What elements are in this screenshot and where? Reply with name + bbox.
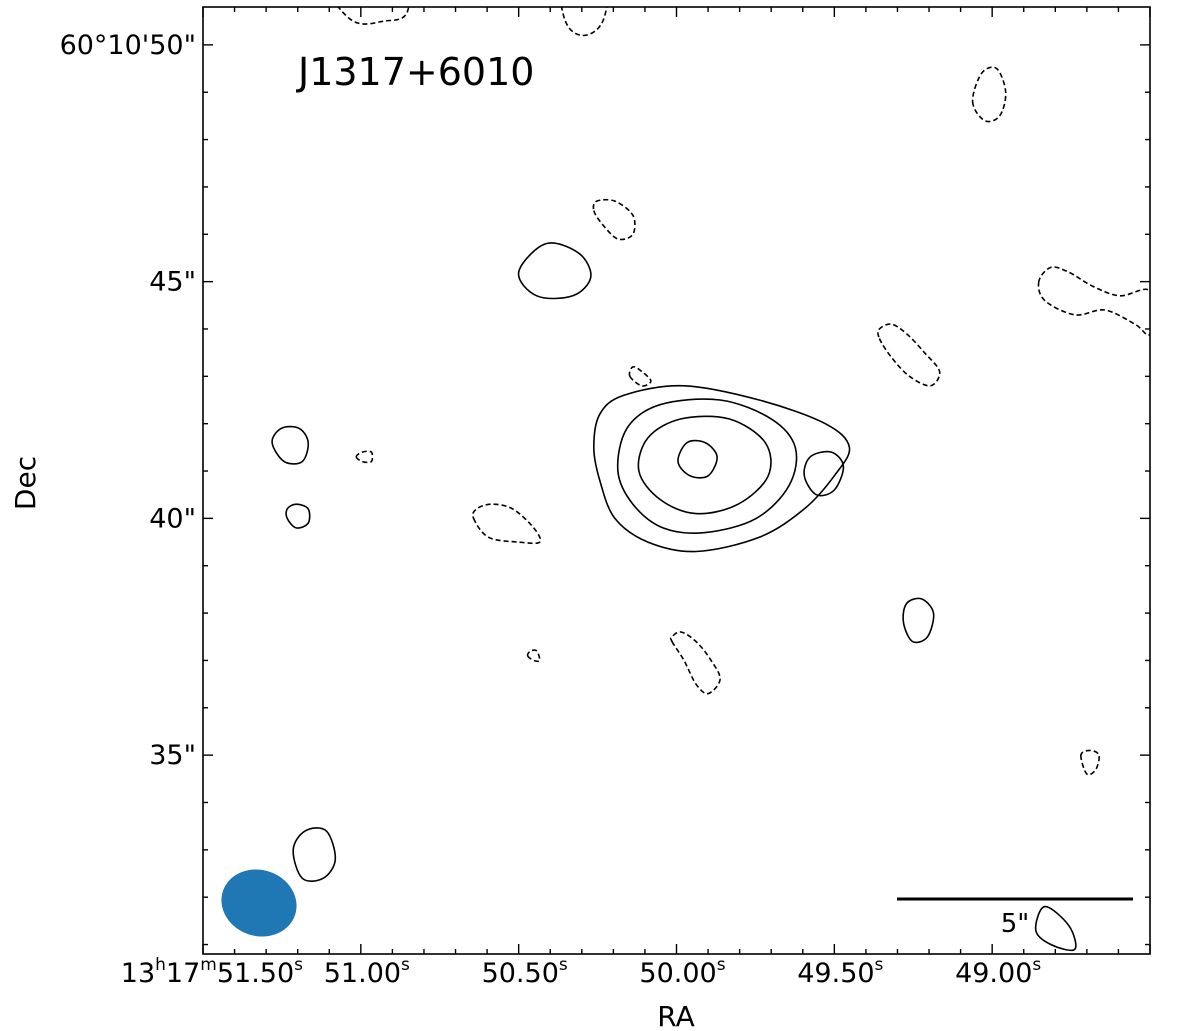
y-tick-label-0: 60°10'50" [60, 30, 196, 61]
contour-2 [637, 415, 772, 515]
contour-8 [902, 597, 935, 644]
negative-contour-13 [971, 66, 1007, 123]
negative-contour-16 [877, 323, 941, 387]
contour-1 [616, 398, 798, 535]
y-tick-label-2: 40" [149, 503, 196, 534]
x-tick-labels: 13h17m51.50s 51.00s 50.50s 50.00s 49.50s 49.0… [121, 955, 1042, 989]
contour-7 [803, 450, 845, 497]
x-tick-label-2: 50.50s [482, 955, 568, 989]
axis-ticks [202, 7, 1151, 954]
negative-contour-22 [1080, 749, 1100, 776]
x-tick-label-1: 51.00s [324, 955, 410, 989]
negative-contour-17 [628, 365, 652, 387]
negative-contour-18 [472, 503, 542, 545]
contour-layer [271, 7, 1150, 952]
contour-4 [517, 242, 592, 300]
contour-10 [1034, 905, 1077, 952]
y-tick-labels: 60°10'50" 45" 40" 35" [60, 30, 196, 771]
x-tick-label-3: 50.00s [639, 955, 725, 989]
negative-contour-20 [669, 631, 721, 695]
chart-title: J1317+6010 [296, 50, 534, 94]
scale-bar-label: 5" [1001, 909, 1030, 939]
contour-0 [592, 384, 851, 553]
scale-bar: 5" [897, 897, 1133, 939]
y-tick-label-1: 45" [149, 267, 196, 298]
x-tick-label-5: 49.00s [955, 955, 1041, 989]
negative-contour-15 [1037, 266, 1150, 336]
contour-6 [285, 503, 311, 529]
contour-9 [292, 827, 337, 882]
x-tick-label-4: 49.50s [797, 955, 883, 989]
x-axis-label: RA [657, 1000, 694, 1031]
y-axis-label: Dec [9, 456, 42, 510]
contour-3 [677, 439, 718, 479]
x-tick-label-0: 13h17m51.50s [121, 955, 303, 989]
negative-contour-11 [337, 7, 410, 25]
negative-contour-21 [526, 649, 541, 663]
contour-5 [271, 425, 310, 465]
beam-ellipse [221, 869, 297, 937]
negative-contour-14 [592, 198, 636, 241]
plot-frame [202, 6, 1151, 955]
y-tick-label-3: 35" [149, 740, 196, 771]
negative-contour-12 [560, 7, 608, 37]
